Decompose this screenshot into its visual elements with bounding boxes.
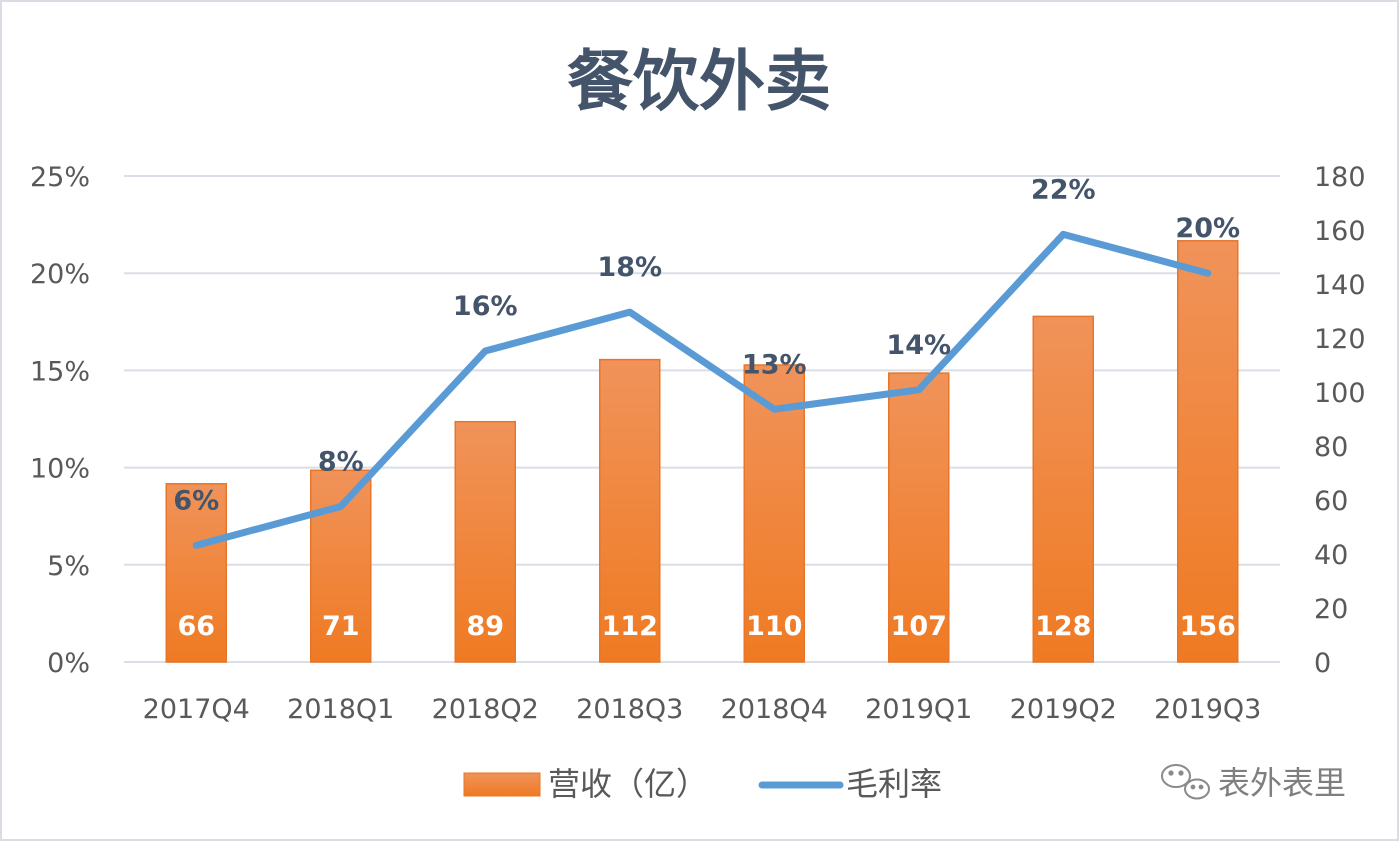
legend-label-margin: 毛利率 (846, 765, 942, 803)
line-series (192, 230, 1212, 549)
right-tick-label: 140 (1314, 270, 1366, 301)
line-value-label: 20% (1175, 213, 1240, 244)
left-tick-label: 25% (30, 162, 90, 193)
wechat-icon (1161, 764, 1210, 800)
right-tick-label: 40 (1314, 540, 1348, 571)
bar (743, 364, 805, 663)
line-data-labels: 6% 8% 16% 18% 13% 14% 22% 20% (173, 174, 1240, 516)
line-value-label: 16% (453, 291, 518, 322)
x-tick-label: 2019Q3 (1154, 694, 1261, 725)
left-tick-label: 20% (30, 259, 90, 290)
x-tick-label: 2018Q2 (432, 694, 539, 725)
watermark-text: 表外表里 (1218, 764, 1346, 802)
bar-value-label: 128 (1035, 611, 1091, 642)
right-tick-label: 180 (1314, 162, 1366, 193)
bar-series (165, 240, 1239, 663)
bar-data-labels: 66 71 89 112 110 107 128 156 (177, 611, 1235, 642)
bar-value-label: 156 (1180, 611, 1236, 642)
legend-swatch-bar (463, 772, 541, 797)
right-tick-label: 100 (1314, 378, 1366, 409)
legend-item-margin: 毛利率 (758, 765, 942, 803)
bar-value-label: 66 (177, 611, 215, 642)
bar (599, 358, 661, 663)
right-axis: 0 20 40 60 80 100 120 140 160 180 (1314, 162, 1366, 679)
line-value-label: 8% (318, 446, 364, 477)
bar-value-label: 89 (466, 611, 504, 642)
legend-label-revenue: 营收（亿） (548, 765, 708, 803)
bar (165, 483, 227, 663)
legend: 营收（亿） 毛利率 (463, 765, 942, 803)
x-tick-label: 2019Q1 (865, 694, 972, 725)
line-value-label: 18% (597, 252, 662, 283)
line-value-label: 22% (1031, 174, 1096, 205)
bar (1177, 240, 1239, 663)
line-value-label: 13% (742, 349, 807, 380)
x-tick-label: 2019Q2 (1010, 694, 1117, 725)
chart-title: 餐饮外卖 (567, 43, 831, 120)
x-tick-label: 2018Q3 (576, 694, 683, 725)
bar-value-label: 71 (322, 611, 360, 642)
right-tick-label: 80 (1314, 432, 1348, 463)
left-tick-label: 0% (47, 648, 90, 679)
right-tick-label: 120 (1314, 324, 1366, 355)
bar-value-label: 112 (602, 611, 658, 642)
right-tick-label: 0 (1314, 648, 1331, 679)
bar-value-label: 107 (891, 611, 947, 642)
legend-item-revenue: 营收（亿） (463, 765, 708, 803)
bar-value-label: 110 (746, 611, 802, 642)
line-value-label: 6% (173, 485, 219, 516)
bar (454, 420, 516, 663)
right-tick-label: 60 (1314, 486, 1348, 517)
x-axis: 2017Q4 2018Q1 2018Q2 2018Q3 2018Q4 2019Q1 2019… (143, 694, 1262, 725)
left-tick-label: 15% (30, 356, 90, 387)
bar (1032, 315, 1094, 663)
left-axis: 0% 5% 10% 15% 20% 25% (30, 162, 90, 679)
left-tick-label: 5% (47, 551, 90, 582)
right-tick-label: 20 (1314, 594, 1348, 625)
left-tick-label: 10% (30, 454, 90, 485)
watermark: 表外表里 (1161, 764, 1346, 802)
margin-line (192, 230, 1212, 549)
right-tick-label: 160 (1314, 216, 1366, 247)
x-tick-label: 2018Q4 (721, 694, 828, 725)
bar (888, 372, 950, 663)
x-tick-label: 2017Q4 (143, 694, 250, 725)
x-tick-label: 2018Q1 (287, 694, 394, 725)
line-value-label: 14% (886, 330, 951, 361)
